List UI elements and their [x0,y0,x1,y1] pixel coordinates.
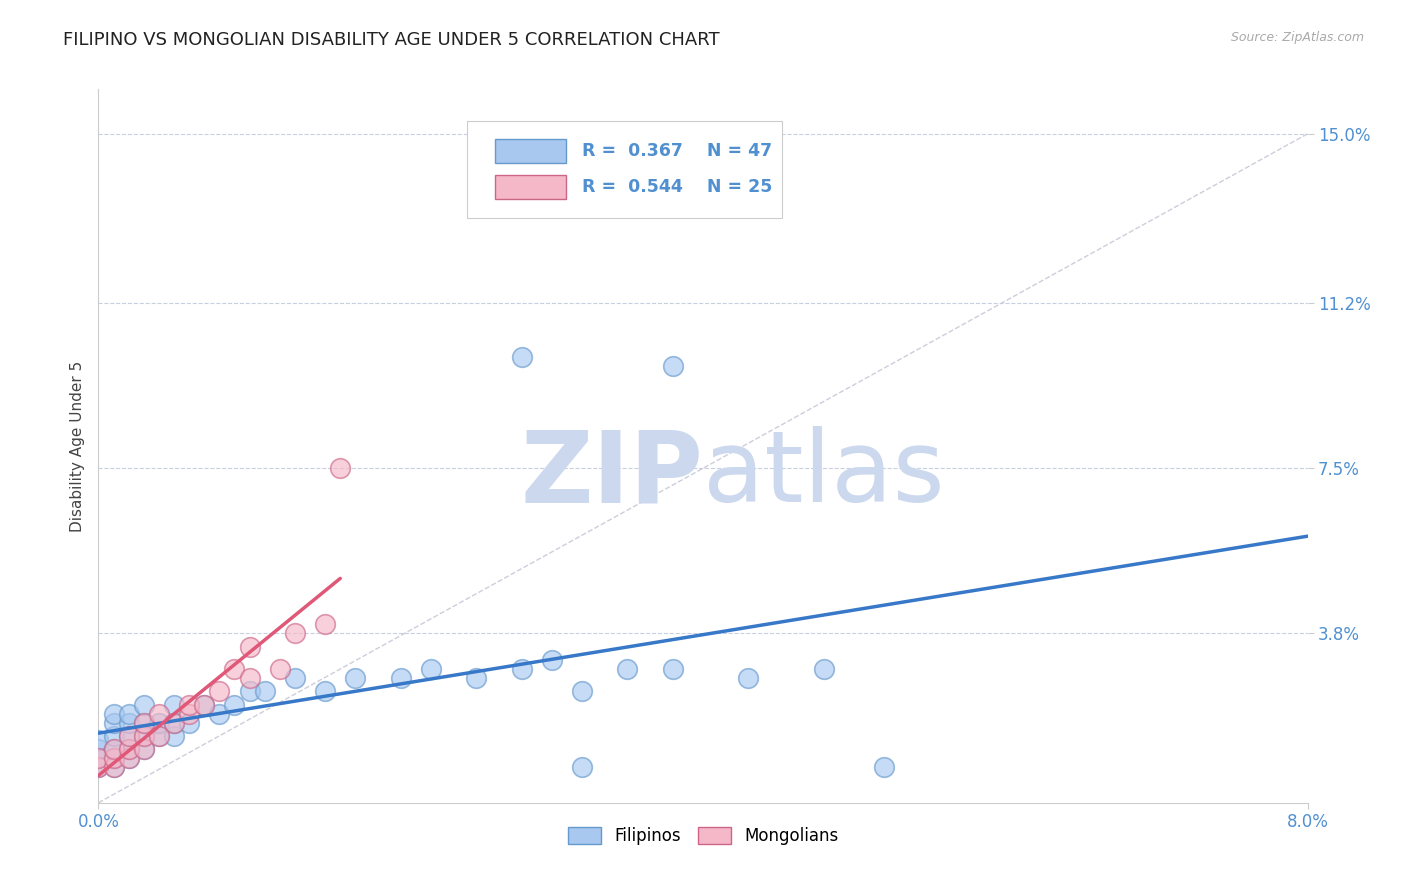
Point [87,760,110,774]
Point [179,706,201,721]
Point [87,760,110,774]
Point [737,671,759,685]
Text: Source: ZipAtlas.com: Source: ZipAtlas.com [1230,31,1364,45]
Point [193,698,215,712]
Point [118,742,141,756]
Point [148,715,170,730]
Point [239,684,262,698]
Point [103,760,125,774]
Point [389,671,412,685]
Point [87,751,110,765]
Point [87,733,110,747]
Point [661,662,683,676]
Point [284,671,307,685]
Y-axis label: Disability Age Under 5: Disability Age Under 5 [69,360,84,532]
Legend: Filipinos, Mongolians: Filipinos, Mongolians [561,820,845,852]
Point [132,715,155,730]
Point [132,698,155,712]
FancyBboxPatch shape [467,121,782,218]
Point [118,751,141,765]
Point [510,662,533,676]
Text: R =  0.367    N = 47: R = 0.367 N = 47 [582,143,772,161]
Point [118,751,141,765]
Point [208,706,231,721]
Point [132,715,155,730]
FancyBboxPatch shape [495,139,567,163]
Text: atlas: atlas [703,426,945,523]
Point [224,698,246,712]
Point [132,729,155,743]
Point [571,684,593,698]
FancyBboxPatch shape [495,175,567,199]
Point [132,742,155,756]
Point [103,742,125,756]
Point [239,640,262,654]
Point [163,715,186,730]
Text: FILIPINO VS MONGOLIAN DISABILITY AGE UNDER 5 CORRELATION CHART: FILIPINO VS MONGOLIAN DISABILITY AGE UND… [63,31,720,49]
Point [163,715,186,730]
Point [132,742,155,756]
Point [148,729,170,743]
Point [118,742,141,756]
Point [103,751,125,765]
Point [329,461,352,475]
Point [616,662,638,676]
Text: ZIP: ZIP [520,426,703,523]
Point [118,729,141,743]
Point [314,684,336,698]
Point [465,671,488,685]
Point [118,706,141,721]
Point [813,662,835,676]
Point [208,684,231,698]
Point [87,751,110,765]
Point [179,715,201,730]
Point [103,729,125,743]
Point [118,729,141,743]
Point [314,617,336,632]
Point [103,715,125,730]
Point [873,760,896,774]
Point [269,662,291,676]
Point [284,626,307,640]
Point [132,729,155,743]
Point [103,706,125,721]
Point [253,684,276,698]
Point [163,698,186,712]
Point [510,350,533,364]
Point [103,751,125,765]
Point [193,698,215,712]
Point [148,729,170,743]
Point [224,662,246,676]
Point [148,706,170,721]
Point [103,760,125,774]
Point [420,662,443,676]
Point [87,742,110,756]
Point [103,742,125,756]
Point [163,729,186,743]
Text: R =  0.544    N = 25: R = 0.544 N = 25 [582,178,772,196]
Point [540,653,562,667]
Point [344,671,367,685]
Point [661,359,683,373]
Point [239,671,262,685]
Point [118,715,141,730]
Point [571,760,593,774]
Point [179,698,201,712]
